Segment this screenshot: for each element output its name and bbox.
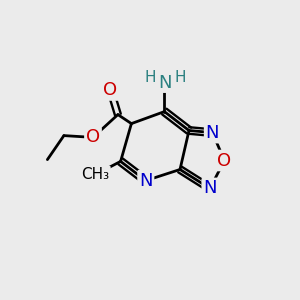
Text: O: O <box>103 81 118 99</box>
Text: N: N <box>203 179 217 197</box>
Text: O: O <box>86 128 100 146</box>
Text: N: N <box>139 172 152 190</box>
Text: N: N <box>206 124 219 142</box>
Text: H: H <box>174 70 186 85</box>
Text: N: N <box>159 74 172 92</box>
Text: CH₃: CH₃ <box>81 167 110 182</box>
Text: H: H <box>144 70 156 85</box>
Text: O: O <box>217 152 232 169</box>
